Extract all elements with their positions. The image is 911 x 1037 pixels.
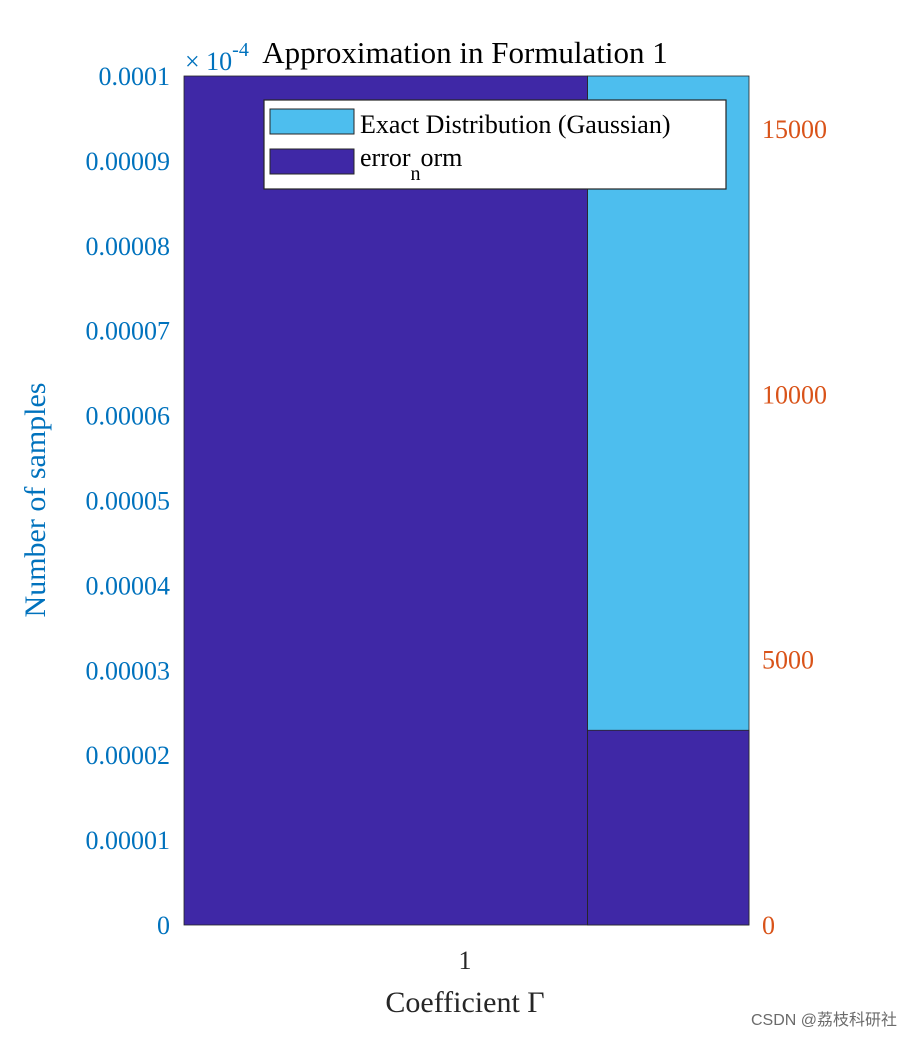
left-tick-label: 0.00005: [86, 487, 171, 516]
right-axis: 0 5000 10000 15000: [762, 115, 827, 940]
left-tick-label: 0: [157, 911, 170, 940]
legend: Exact Distribution (Gaussian) errornorm: [263, 99, 727, 190]
bars-group: [183, 75, 750, 926]
exponent-base: × 10: [185, 47, 232, 76]
right-tick-label: 10000: [762, 380, 827, 409]
left-tick-label: 0.00004: [86, 571, 171, 600]
legend-swatch-exact: [269, 108, 355, 135]
legend-label-error: errornorm: [360, 143, 462, 185]
legend-label-error-main: error: [360, 143, 411, 172]
exponent-power: -4: [232, 39, 249, 61]
right-tick-label: 15000: [762, 115, 827, 144]
left-tick-label: 0.00009: [86, 147, 171, 176]
right-tick-label: 0: [762, 911, 775, 940]
legend-label-error-sub: n: [411, 163, 421, 185]
x-tick-label: 1: [459, 946, 472, 975]
left-tick-label: 0.00008: [86, 232, 171, 261]
chart-title: Approximation in Formulation 1: [262, 35, 668, 70]
left-tick-label: 0.00006: [86, 402, 171, 431]
left-axis: 0 0.00001 0.00002 0.00003 0.00004 0.00005 0.00…: [86, 62, 171, 940]
left-tick-label: 0.00003: [86, 656, 171, 685]
legend-label-exact: Exact Distribution (Gaussian): [360, 110, 671, 139]
right-tick-label: 5000: [762, 646, 814, 675]
legend-swatch-error: [269, 148, 355, 175]
bar-error-2: [587, 729, 750, 926]
left-tick-label: 0.00002: [86, 741, 171, 770]
watermark: CSDN @荔枝科研社: [750, 1012, 897, 1029]
left-axis-exponent: × 10-4: [185, 39, 249, 76]
left-tick-label: 0.0001: [99, 62, 171, 91]
bar-error-0: [183, 75, 588, 926]
y-axis-label: Number of samples: [19, 383, 52, 618]
legend-label-error-tail: orm: [421, 143, 463, 172]
x-axis-label: Coefficient Γ: [385, 986, 544, 1019]
left-tick-label: 0.00007: [86, 317, 171, 346]
left-tick-label: 0.00001: [86, 826, 171, 855]
